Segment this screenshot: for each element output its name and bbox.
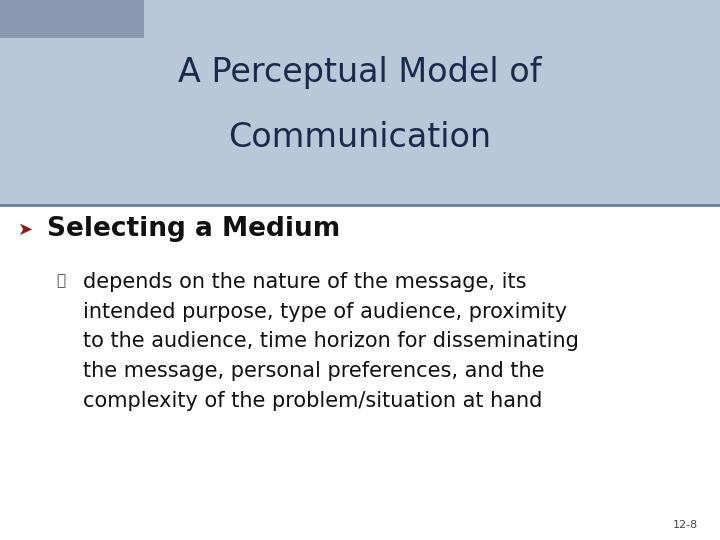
- Text: ➤: ➤: [17, 220, 33, 239]
- Text: A Perceptual Model of: A Perceptual Model of: [179, 56, 541, 90]
- Text: Selecting a Medium: Selecting a Medium: [47, 217, 340, 242]
- Bar: [0, 0, 144, 38]
- Text: Ⓣ: Ⓣ: [57, 273, 66, 288]
- Text: 12-8: 12-8: [673, 520, 698, 530]
- Text: depends on the nature of the message, its
intended purpose, type of audience, pr: depends on the nature of the message, it…: [83, 272, 579, 410]
- Text: Communication: Communication: [228, 121, 492, 154]
- Bar: [0, 0, 720, 205]
